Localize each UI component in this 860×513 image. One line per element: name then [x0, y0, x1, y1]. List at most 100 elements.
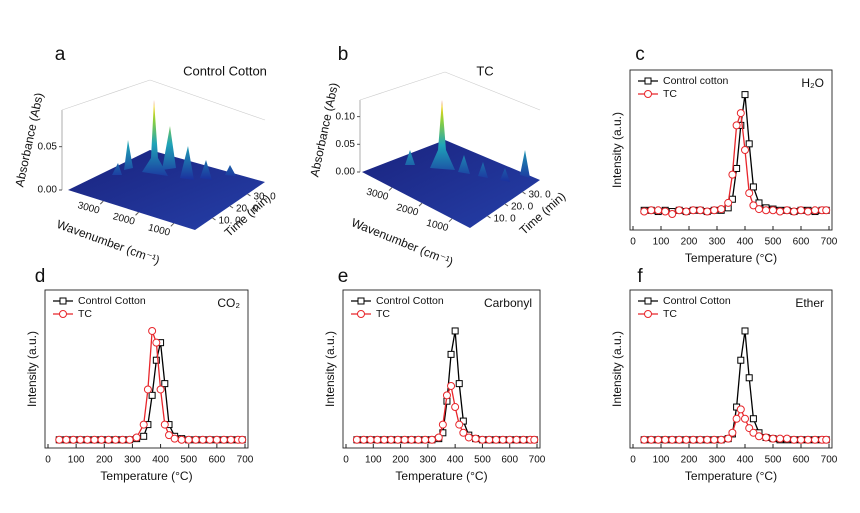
- data-point: [170, 434, 179, 443]
- data-point: [797, 435, 805, 444]
- data-point: [90, 435, 99, 444]
- x-axis-label: Temperature (°C): [685, 251, 777, 265]
- data-point: [661, 435, 670, 444]
- data-point: [749, 428, 758, 437]
- data-point: [438, 420, 447, 429]
- x-tick-label: 0: [343, 455, 349, 466]
- data-point: [148, 391, 156, 399]
- data-point: [139, 420, 148, 429]
- x-tick-label: 700: [821, 237, 838, 248]
- x-tick-label: 400: [737, 237, 754, 248]
- x-tick: [418, 202, 423, 207]
- data-point: [710, 435, 719, 444]
- plot-frame: [629, 289, 833, 449]
- x-tick-label: 2000: [395, 202, 420, 218]
- data-point: [703, 435, 712, 444]
- data-point: [132, 433, 141, 442]
- data-point: [736, 109, 745, 118]
- data-point: [140, 432, 148, 440]
- data-point: [451, 327, 459, 335]
- data-point: [733, 164, 741, 172]
- data-point: [359, 435, 368, 444]
- data-point: [407, 435, 416, 444]
- data-point: [148, 326, 157, 335]
- data-point: [661, 207, 670, 216]
- data-point: [682, 435, 691, 444]
- x-tick-label: 1000: [147, 222, 172, 238]
- data-point: [459, 428, 468, 437]
- legend-label: TC: [376, 308, 390, 320]
- x-tick-label: 700: [237, 455, 254, 466]
- x-tick: [135, 211, 139, 216]
- data-point: [682, 207, 691, 216]
- x-tick-label: 500: [765, 237, 782, 248]
- data-point: [737, 356, 745, 364]
- data-point: [755, 205, 763, 214]
- y-tick: [522, 191, 526, 195]
- data-point: [769, 434, 777, 443]
- data-point: [455, 420, 464, 429]
- y-tick-label: 20. 0: [511, 202, 534, 213]
- y-axis-label: Intensity (a.u.): [323, 331, 337, 407]
- data-point: [104, 435, 113, 444]
- data-point: [512, 435, 521, 444]
- z-axis-label: Absorbance (Abs): [307, 81, 341, 178]
- x-tick-label: 100: [653, 455, 670, 466]
- data-point: [447, 381, 456, 390]
- annotation: H₂O: [801, 76, 824, 90]
- data-point: [464, 433, 473, 442]
- data-point: [156, 385, 165, 394]
- x-tick-label: 600: [793, 237, 810, 248]
- data-point: [717, 205, 726, 214]
- data-point: [745, 374, 753, 382]
- data-point: [83, 435, 92, 444]
- data-point: [366, 435, 375, 444]
- data-point: [118, 435, 127, 444]
- data-point: [741, 327, 749, 335]
- panel-label: f: [637, 266, 643, 287]
- data-point: [741, 414, 749, 423]
- data-point: [640, 435, 649, 444]
- data-point: [471, 434, 480, 443]
- data-point: [62, 435, 71, 444]
- data-point: [519, 435, 528, 444]
- panel-label: b: [338, 44, 349, 65]
- x-tick-label: 300: [420, 455, 437, 466]
- y-axis-label: Intensity (a.u.): [610, 112, 624, 188]
- plot-frame: [44, 289, 249, 449]
- z-tick-label: 0.10: [336, 111, 356, 122]
- z-tick-label: 0.00: [336, 167, 356, 178]
- legend-marker: [59, 297, 67, 305]
- data-point: [212, 435, 221, 444]
- data-point: [97, 435, 106, 444]
- data-point: [790, 207, 798, 216]
- surface-a: [61, 79, 266, 230]
- data-point: [373, 435, 382, 444]
- data-point: [668, 210, 677, 218]
- data-point: [177, 435, 186, 444]
- y-tick: [212, 217, 216, 221]
- x-tick-label: 500: [180, 455, 197, 466]
- data-point: [710, 206, 719, 215]
- y-axis-label: Intensity (a.u.): [25, 331, 39, 407]
- panel-label: c: [635, 44, 645, 65]
- data-point: [205, 435, 214, 444]
- data-point: [689, 206, 698, 215]
- x-tick-label: 100: [68, 455, 85, 466]
- data-point: [675, 435, 684, 444]
- data-point: [769, 206, 777, 215]
- data-point: [783, 206, 791, 215]
- data-point: [111, 435, 120, 444]
- data-point: [226, 435, 235, 444]
- annotation: Ether: [795, 296, 824, 310]
- legend-marker: [644, 297, 652, 305]
- legend-marker: [644, 77, 652, 85]
- data-point: [776, 434, 784, 443]
- data-point: [668, 435, 677, 444]
- data-point: [790, 435, 798, 444]
- data-point: [55, 435, 64, 444]
- x-tick-label: 3000: [76, 200, 101, 216]
- legend-marker: [357, 310, 365, 318]
- data-point: [811, 435, 819, 444]
- data-point: [238, 435, 247, 444]
